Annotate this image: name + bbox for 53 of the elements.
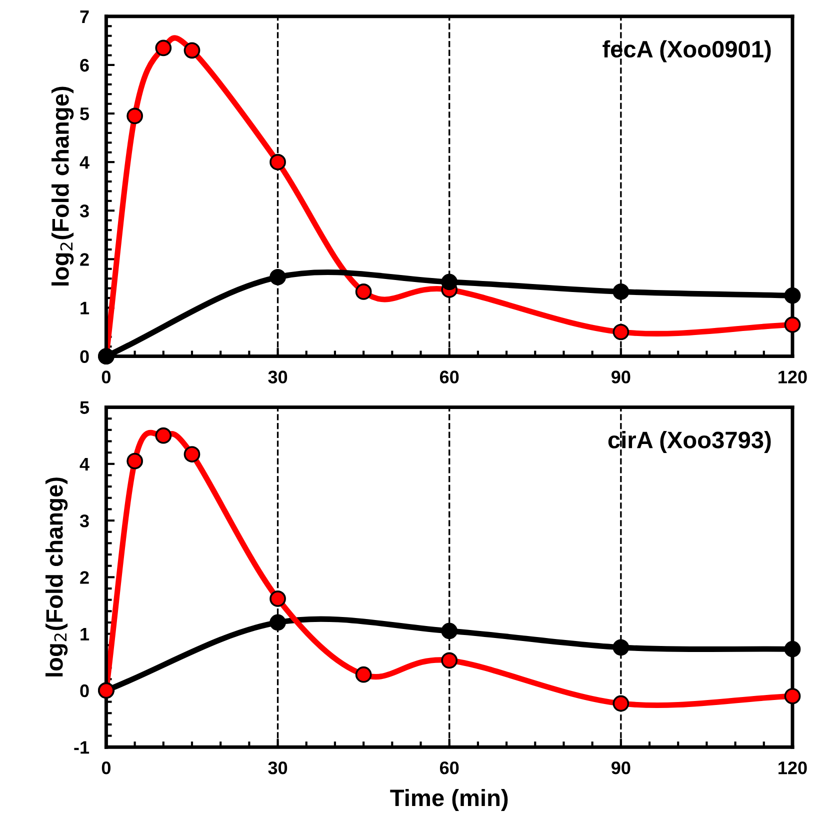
point [441,274,458,290]
x-tick-label: 90 [612,761,630,774]
y-tick-label: 1 [80,302,90,314]
y-tick-label: 6 [80,58,89,72]
x-tick-label: 120 [778,761,807,774]
point [612,639,630,656]
point [270,268,286,286]
point [784,640,801,658]
point [184,42,200,59]
y-tick-label: 0 [80,684,89,698]
point [784,287,801,304]
point [612,284,630,300]
point [270,614,286,631]
y-tick-label: 2 [80,253,89,266]
point [784,316,801,333]
y-tick-label: 4 [80,458,90,470]
point [355,666,372,683]
y-tick-label: 5 [80,401,90,414]
x-tick-label: 60 [440,761,459,774]
x-tick-label: 60 [440,370,459,384]
text: cirA (Xoo3793) [608,431,771,454]
y-tick-label: 0 [80,350,89,363]
point [126,452,143,470]
x-axis-title: Time (min) [390,788,508,811]
point [155,40,172,56]
point [126,108,143,124]
point [184,446,200,462]
x-tick-label: 30 [268,761,288,774]
text: fecA (Xoo0901) [602,40,771,62]
y-tick-label: 3 [80,204,89,218]
y-axis-title: log$_{2}$(Fold change) [46,478,68,676]
y-tick-label: 4 [80,156,90,169]
x-tick-label: 90 [612,370,630,384]
point [441,622,458,640]
y-tick-label: 3 [80,514,89,528]
point [355,284,372,300]
point [784,688,801,704]
point [155,427,172,444]
point [270,154,286,170]
point [270,590,286,607]
y-tick-label: 2 [80,571,89,584]
x-tick-label: 0 [102,370,110,384]
x-tick-label: 120 [778,370,807,384]
y-tick-label: 7 [80,10,89,23]
y-tick-label: 5 [80,108,90,120]
y-tick-label: -1 [74,741,90,754]
point [612,695,630,712]
point [441,652,458,669]
x-tick-label: 0 [102,761,110,774]
x-tick-label: 30 [268,370,288,384]
y-axis-title: log$_{2}$(Fold change) [52,86,74,286]
y-tick-label: 1 [80,628,90,640]
point [612,324,630,340]
